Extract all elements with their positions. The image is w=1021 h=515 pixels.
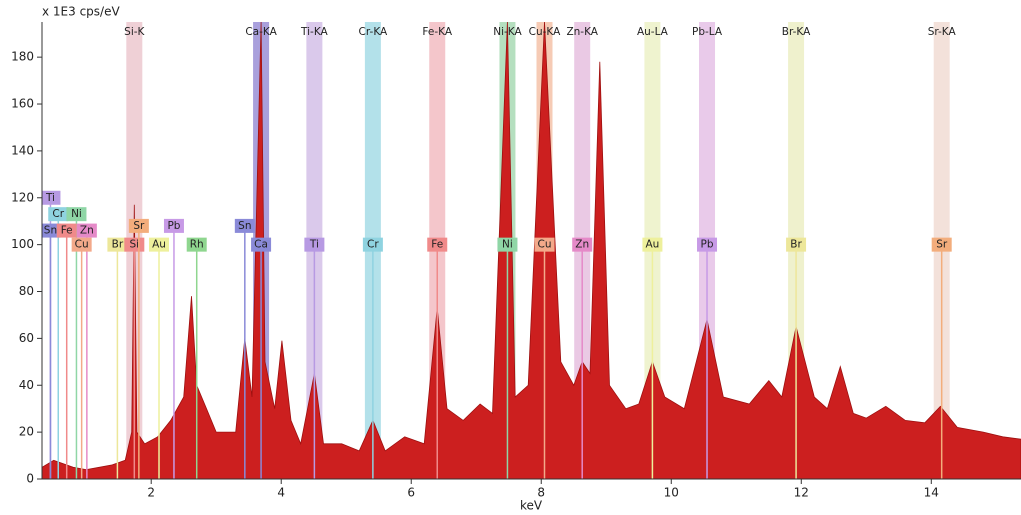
element-label: Zn [575, 239, 589, 251]
x-tick-label: 14 [924, 486, 939, 500]
y-tick-label: 0 [26, 472, 34, 486]
element-label-box [71, 237, 92, 252]
element-label-box [931, 237, 952, 252]
element-label-box [42, 223, 61, 238]
element-label: Cr [52, 208, 64, 220]
element-label: Pb [701, 239, 714, 251]
element-label: Sn [238, 220, 251, 232]
element-label: Ti [45, 192, 55, 204]
element-label-box [186, 237, 207, 252]
band-label: Si-K [124, 26, 145, 38]
element-label-box [642, 237, 663, 252]
element-label-box [107, 237, 128, 252]
band-label: Cr-KA [359, 26, 388, 38]
element-label-box [786, 237, 807, 252]
element-label-box [534, 237, 555, 252]
element-label: Ti [309, 239, 319, 251]
element-label: Au [152, 239, 166, 251]
y-tick-label: 80 [19, 284, 34, 298]
element-label-box [48, 207, 69, 222]
element-label: Si [130, 239, 140, 251]
element-label: Cu [75, 239, 89, 251]
y-tick-label: 100 [11, 237, 34, 251]
band-label: Fe-KA [422, 26, 452, 38]
element-label: Br [790, 239, 802, 251]
element-label-box [163, 218, 184, 233]
band-label: Ti-KA [300, 26, 328, 38]
y-tick-label: 120 [11, 190, 34, 204]
element-label: Fe [431, 239, 443, 251]
element-label: Cr [367, 239, 379, 251]
element-label-box [234, 218, 255, 233]
element-label-box [697, 237, 718, 252]
element-label: Sr [936, 239, 948, 251]
element-label-box [56, 223, 77, 238]
element-label: Ni [502, 239, 513, 251]
element-label-box [427, 237, 448, 252]
band-label: Br-KA [782, 26, 811, 38]
x-tick-label: 4 [277, 486, 285, 500]
x-tick-label: 8 [537, 486, 545, 500]
band-label: Sr-KA [928, 26, 957, 38]
element-label-box [42, 190, 61, 205]
x-axis-label: keV [520, 499, 543, 513]
x-tick-label: 10 [664, 486, 679, 500]
y-tick-label: 20 [19, 425, 34, 439]
element-label: Pb [167, 220, 180, 232]
y-tick-label: 140 [11, 143, 34, 157]
x-tick-label: 2 [147, 486, 155, 500]
element-label: Sn [44, 225, 57, 237]
element-label: Br [112, 239, 124, 251]
band-label: Zn-KA [566, 26, 598, 38]
element-label-box [251, 237, 272, 252]
element-label: Au [645, 239, 659, 251]
element-label-box [362, 237, 383, 252]
y-tick-label: 60 [19, 331, 34, 345]
element-label-box [497, 237, 518, 252]
element-label-box [128, 218, 149, 233]
x-tick-label: 6 [407, 486, 415, 500]
band-label: Pb-LA [692, 26, 723, 38]
element-label-box [304, 237, 325, 252]
element-label: Sr [133, 220, 145, 232]
element-label-box [76, 223, 97, 238]
band-label: Ni-KA [493, 26, 522, 38]
band-label: Ca-KA [245, 26, 277, 38]
element-label: Cu [538, 239, 552, 251]
element-label: Fe [61, 225, 73, 237]
y-tick-label: 160 [11, 97, 34, 111]
band-label: Cu-KA [529, 26, 561, 38]
x-tick-label: 12 [794, 486, 809, 500]
y-tick-label: 40 [19, 378, 34, 392]
element-label-box [572, 237, 593, 252]
y-axis-label: x 1E3 cps/eV [42, 5, 120, 19]
y-tick-label: 180 [11, 50, 34, 64]
element-label: Ca [254, 239, 268, 251]
band-label: Au-LA [637, 26, 669, 38]
element-label-box [66, 207, 87, 222]
element-label-box [149, 237, 170, 252]
spectrum [42, 22, 1021, 479]
element-label: Ni [71, 208, 82, 220]
element-label: Zn [80, 225, 94, 237]
element-label: Rh [190, 239, 204, 251]
